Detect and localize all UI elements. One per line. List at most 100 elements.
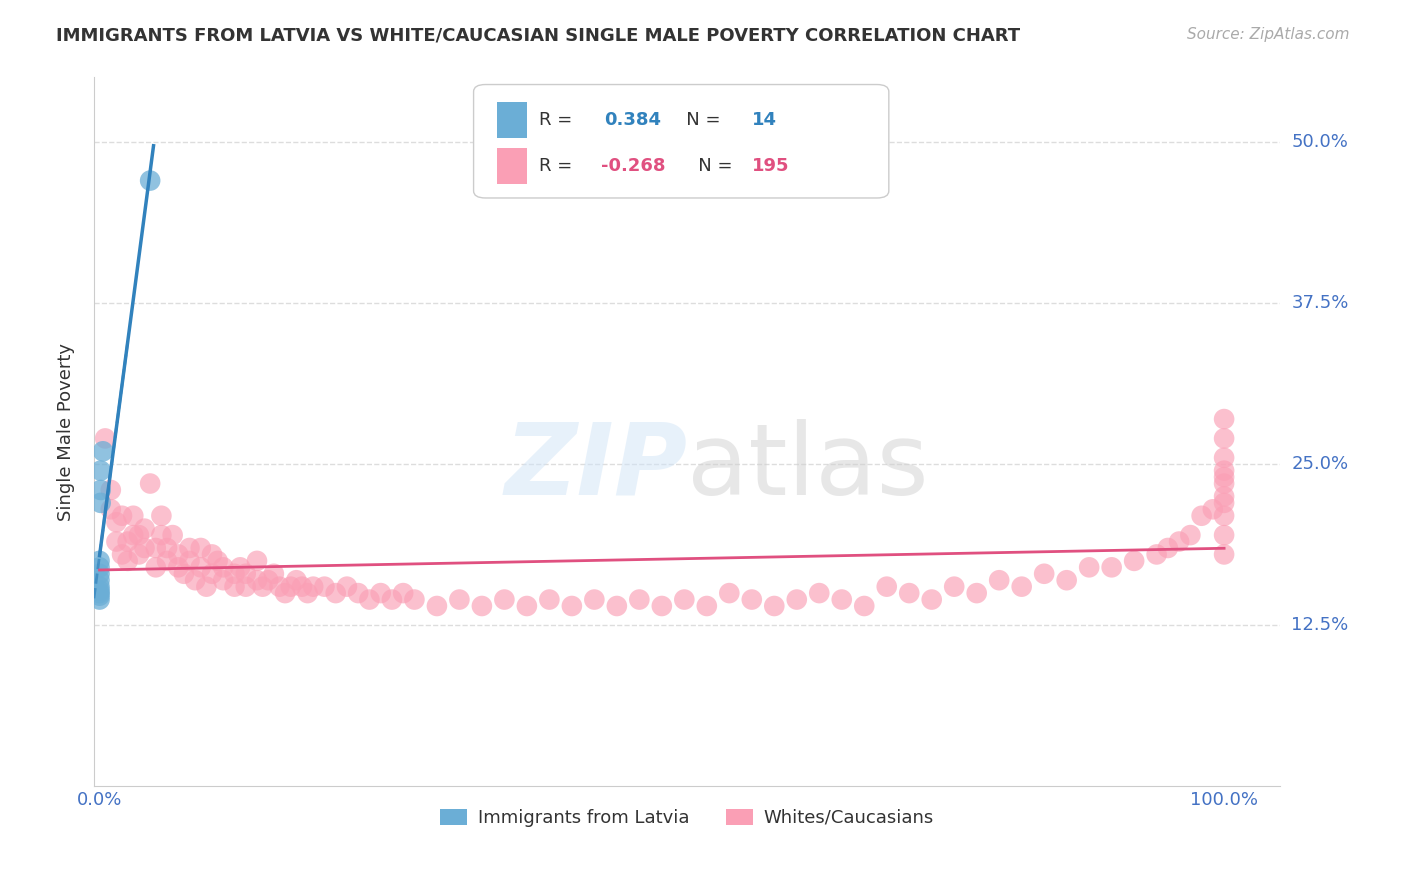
- Whites/Caucasians: [1213, 431, 1236, 445]
- FancyBboxPatch shape: [474, 85, 889, 198]
- Text: 50.0%: 50.0%: [1292, 133, 1348, 151]
- Whites/Caucasians: [156, 554, 179, 568]
- Whites/Caucasians: [167, 548, 190, 562]
- Whites/Caucasians: [808, 586, 831, 600]
- Whites/Caucasians: [651, 599, 673, 613]
- Whites/Caucasians: [763, 599, 786, 613]
- Whites/Caucasians: [943, 580, 966, 594]
- Immigrants from Latvia: [90, 464, 112, 478]
- Text: 14: 14: [752, 111, 778, 129]
- Immigrants from Latvia: [89, 583, 111, 598]
- Whites/Caucasians: [139, 476, 162, 491]
- Whites/Caucasians: [1213, 496, 1236, 510]
- Whites/Caucasians: [1168, 534, 1191, 549]
- Text: IMMIGRANTS FROM LATVIA VS WHITE/CAUCASIAN SINGLE MALE POVERTY CORRELATION CHART: IMMIGRANTS FROM LATVIA VS WHITE/CAUCASIA…: [56, 27, 1021, 45]
- Whites/Caucasians: [1011, 580, 1033, 594]
- Whites/Caucasians: [786, 592, 808, 607]
- Immigrants from Latvia: [89, 580, 111, 594]
- Whites/Caucasians: [336, 580, 359, 594]
- Whites/Caucasians: [150, 528, 173, 542]
- FancyBboxPatch shape: [498, 103, 527, 137]
- Whites/Caucasians: [538, 592, 561, 607]
- Whites/Caucasians: [111, 508, 134, 523]
- Whites/Caucasians: [876, 580, 898, 594]
- Whites/Caucasians: [201, 548, 224, 562]
- Whites/Caucasians: [831, 592, 853, 607]
- Whites/Caucasians: [1213, 470, 1236, 484]
- Whites/Caucasians: [297, 586, 319, 600]
- Whites/Caucasians: [1180, 528, 1202, 542]
- Whites/Caucasians: [229, 560, 252, 574]
- Whites/Caucasians: [1213, 412, 1236, 426]
- Whites/Caucasians: [122, 528, 145, 542]
- Whites/Caucasians: [718, 586, 741, 600]
- Whites/Caucasians: [190, 560, 212, 574]
- FancyBboxPatch shape: [498, 148, 527, 184]
- Text: -0.268: -0.268: [600, 157, 665, 175]
- Whites/Caucasians: [179, 554, 201, 568]
- Whites/Caucasians: [285, 573, 308, 587]
- Whites/Caucasians: [184, 573, 207, 587]
- Whites/Caucasians: [117, 554, 139, 568]
- Whites/Caucasians: [1146, 548, 1168, 562]
- Whites/Caucasians: [314, 580, 336, 594]
- Y-axis label: Single Male Poverty: Single Male Poverty: [58, 343, 75, 521]
- Whites/Caucasians: [1213, 528, 1236, 542]
- Whites/Caucasians: [257, 573, 280, 587]
- Whites/Caucasians: [853, 599, 876, 613]
- Text: R =: R =: [538, 157, 578, 175]
- Whites/Caucasians: [207, 554, 229, 568]
- Immigrants from Latvia: [89, 592, 111, 607]
- Whites/Caucasians: [246, 573, 269, 587]
- Whites/Caucasians: [269, 580, 291, 594]
- Text: N =: N =: [669, 111, 733, 129]
- Whites/Caucasians: [404, 592, 426, 607]
- Whites/Caucasians: [252, 580, 274, 594]
- Whites/Caucasians: [224, 566, 246, 581]
- Whites/Caucasians: [94, 431, 117, 445]
- Whites/Caucasians: [274, 586, 297, 600]
- Whites/Caucasians: [696, 599, 718, 613]
- Whites/Caucasians: [1101, 560, 1123, 574]
- Whites/Caucasians: [741, 592, 763, 607]
- Whites/Caucasians: [494, 592, 516, 607]
- Whites/Caucasians: [111, 548, 134, 562]
- Whites/Caucasians: [302, 580, 325, 594]
- Whites/Caucasians: [561, 599, 583, 613]
- Whites/Caucasians: [128, 528, 150, 542]
- Whites/Caucasians: [167, 560, 190, 574]
- Whites/Caucasians: [212, 560, 235, 574]
- Whites/Caucasians: [195, 580, 218, 594]
- Whites/Caucasians: [392, 586, 415, 600]
- Whites/Caucasians: [966, 586, 988, 600]
- Whites/Caucasians: [1191, 508, 1213, 523]
- Text: atlas: atlas: [688, 419, 929, 516]
- Whites/Caucasians: [516, 599, 538, 613]
- Whites/Caucasians: [359, 592, 381, 607]
- Whites/Caucasians: [246, 554, 269, 568]
- Whites/Caucasians: [156, 541, 179, 555]
- Whites/Caucasians: [1123, 554, 1146, 568]
- Whites/Caucasians: [1213, 476, 1236, 491]
- Whites/Caucasians: [128, 548, 150, 562]
- Whites/Caucasians: [606, 599, 628, 613]
- Immigrants from Latvia: [89, 589, 111, 603]
- Whites/Caucasians: [988, 573, 1011, 587]
- Text: ZIP: ZIP: [505, 419, 688, 516]
- Whites/Caucasians: [921, 592, 943, 607]
- Whites/Caucasians: [1202, 502, 1225, 516]
- Text: 195: 195: [752, 157, 790, 175]
- Immigrants from Latvia: [89, 560, 111, 574]
- Whites/Caucasians: [426, 599, 449, 613]
- Immigrants from Latvia: [139, 173, 162, 187]
- Whites/Caucasians: [162, 528, 184, 542]
- Text: Source: ZipAtlas.com: Source: ZipAtlas.com: [1187, 27, 1350, 42]
- Whites/Caucasians: [628, 592, 651, 607]
- Immigrants from Latvia: [90, 483, 112, 497]
- Whites/Caucasians: [1078, 560, 1101, 574]
- Whites/Caucasians: [235, 580, 257, 594]
- Whites/Caucasians: [1157, 541, 1180, 555]
- Whites/Caucasians: [201, 566, 224, 581]
- Whites/Caucasians: [235, 566, 257, 581]
- Immigrants from Latvia: [89, 586, 111, 600]
